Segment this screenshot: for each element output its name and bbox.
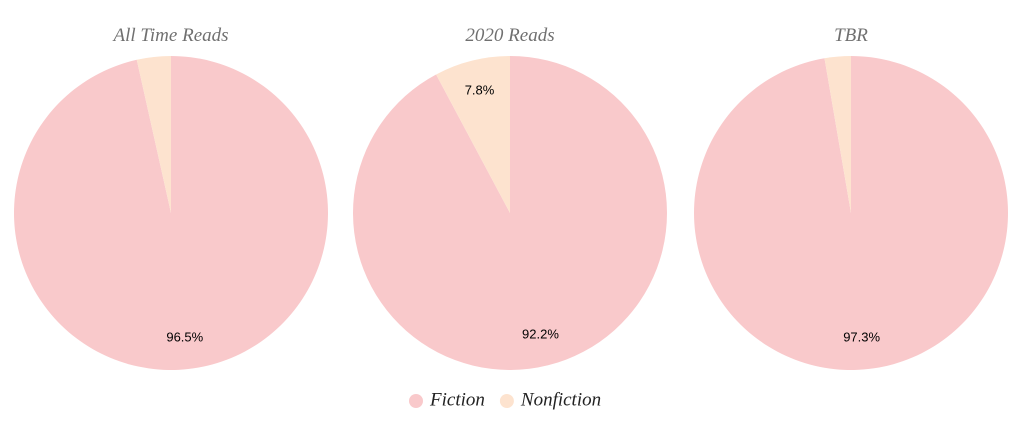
value-label: 96.5%: [166, 329, 203, 344]
pie-slice: [353, 56, 667, 370]
legend-swatch: [499, 394, 514, 408]
chart-title: 2020 Reads: [465, 25, 554, 46]
value-label: 92.2%: [522, 326, 559, 341]
chart-title: TBR: [834, 25, 868, 46]
legend-label: Fiction: [429, 389, 485, 410]
pie-slice: [824, 56, 851, 213]
value-label: 97.3%: [843, 330, 880, 345]
legend-label: Nonfiction: [520, 389, 601, 410]
chart-title: All Time Reads: [111, 25, 228, 46]
legend-swatch: [409, 394, 423, 408]
pie-slice: [436, 56, 510, 213]
value-label: 7.8%: [465, 83, 495, 98]
pie-slice: [136, 56, 171, 213]
pie-slice: [13, 56, 328, 371]
pie-slice: [694, 56, 1008, 371]
